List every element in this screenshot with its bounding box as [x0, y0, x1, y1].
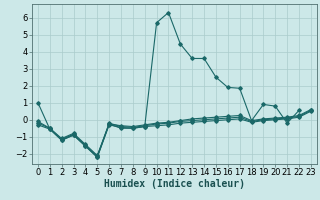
X-axis label: Humidex (Indice chaleur): Humidex (Indice chaleur) — [104, 179, 245, 189]
